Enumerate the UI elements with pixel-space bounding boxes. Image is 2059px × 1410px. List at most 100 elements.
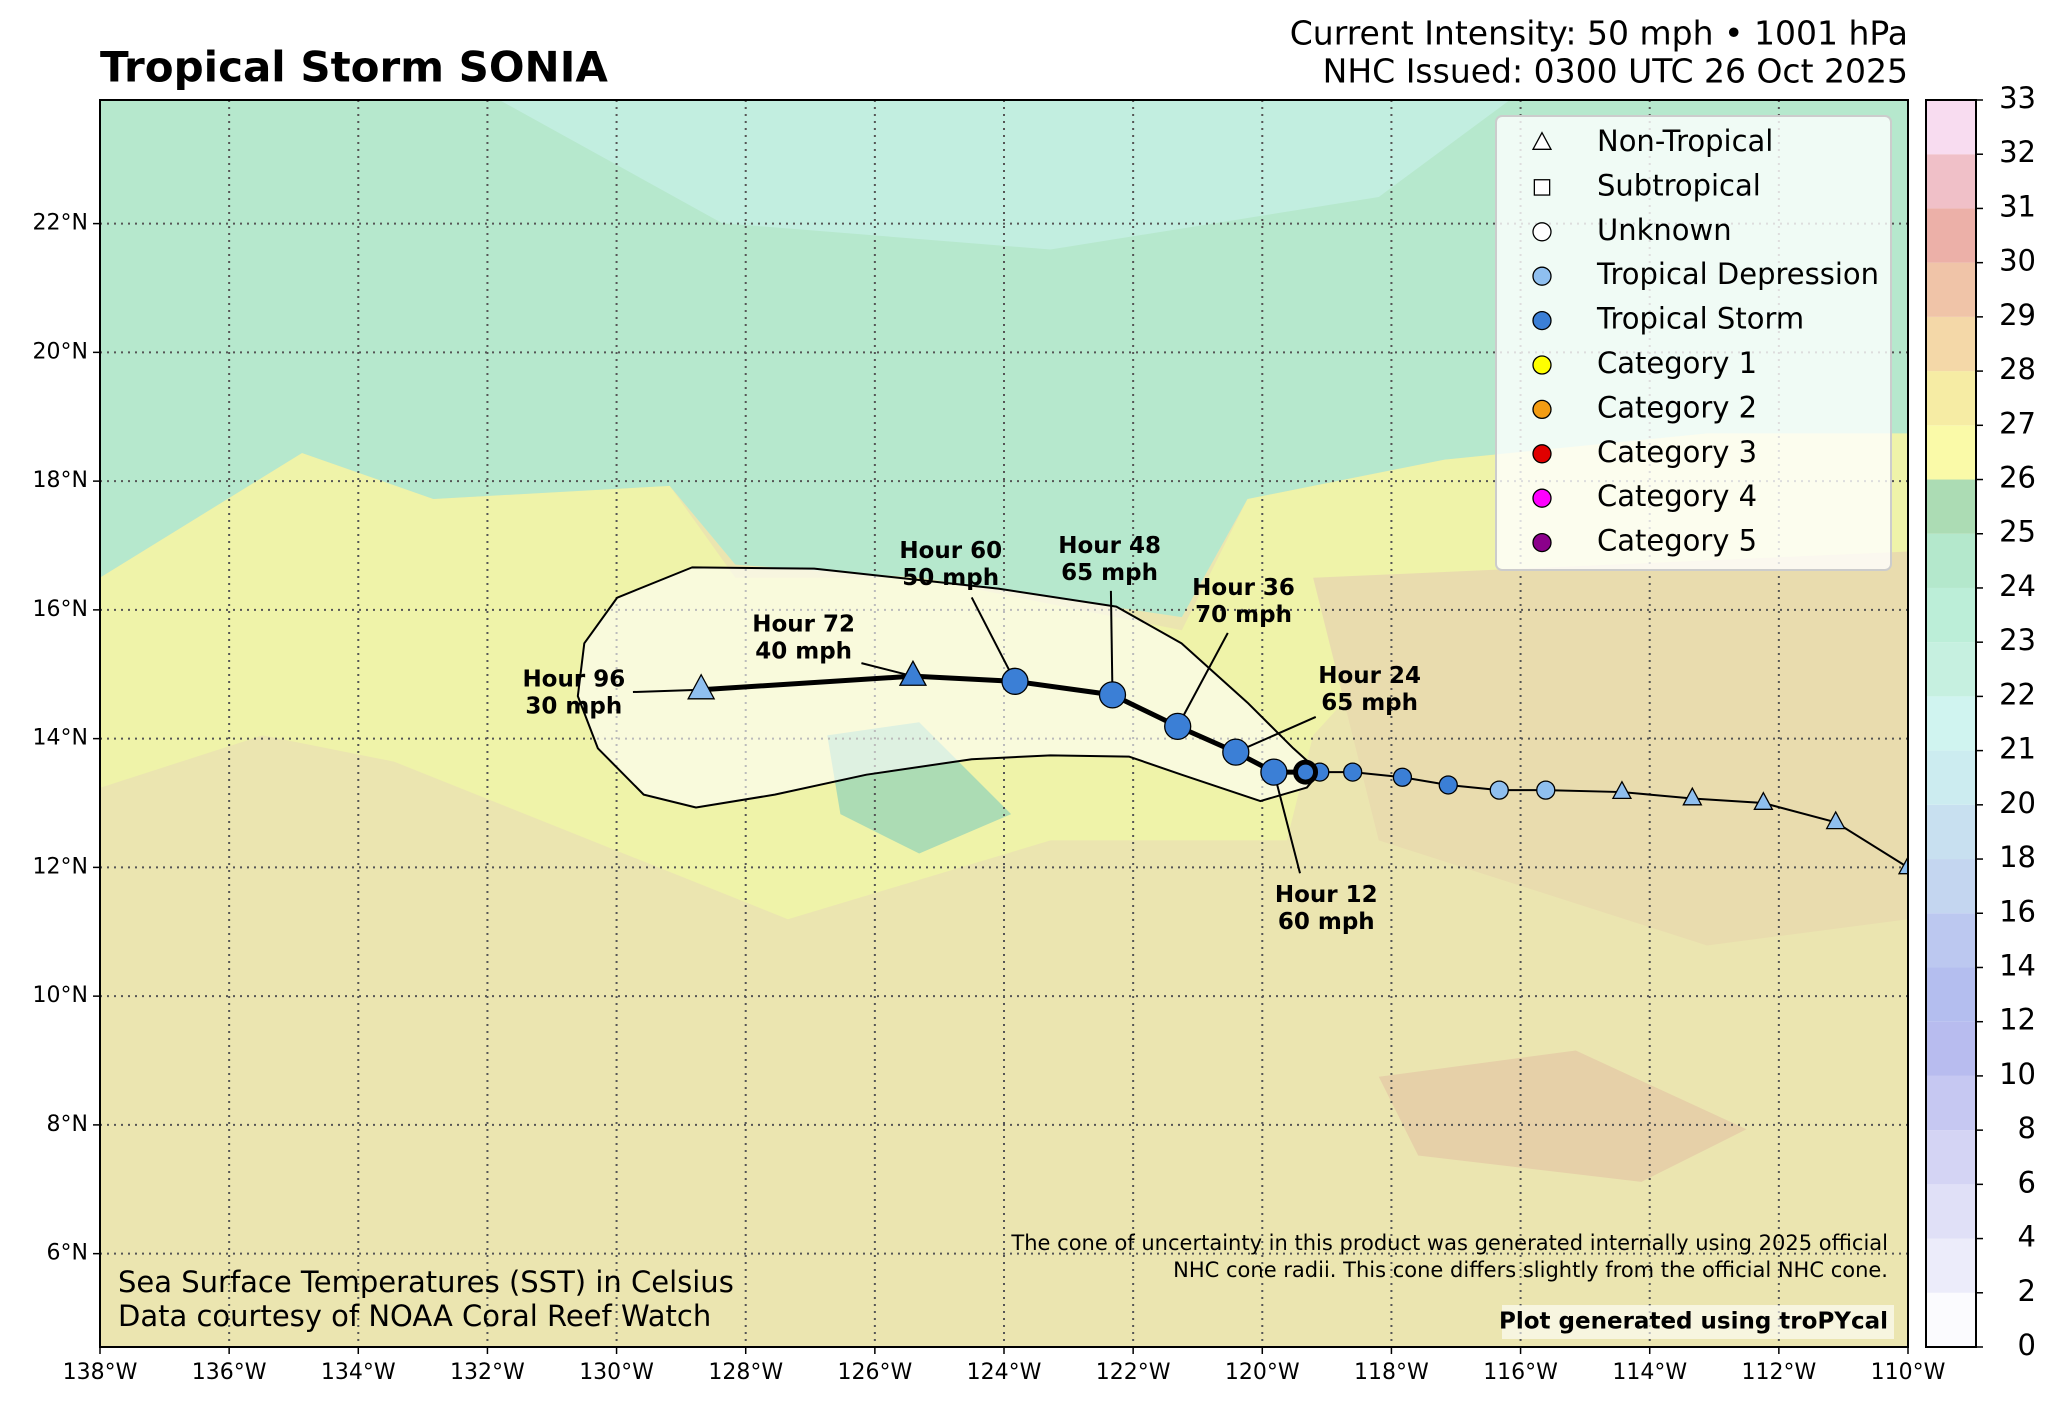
sst-cool	[100, 100, 1908, 618]
legend-marker	[1532, 355, 1552, 375]
colorbar-label: 22	[1999, 677, 2036, 711]
credit-box	[1502, 1305, 1894, 1339]
colorbar-label: 24	[1999, 569, 2036, 603]
track-point	[1897, 855, 1908, 875]
x-tick-label: 124°W	[967, 1360, 1042, 1385]
leader-line	[632, 688, 702, 694]
sst-cooler	[499, 100, 1510, 250]
forecast-intensity: 60 mph	[1278, 909, 1375, 935]
y-tick-label: 10°N	[33, 983, 88, 1008]
leader-line	[970, 597, 1016, 682]
track-point	[1392, 767, 1413, 787]
colorbar-label: 33	[1999, 81, 2036, 115]
forecast-point	[1098, 681, 1127, 709]
colorbar-label: 29	[1999, 298, 2036, 332]
forecast-intensity: 70 mph	[1195, 602, 1292, 628]
track-point	[1611, 780, 1633, 800]
subtitle: Current Intensity: 50 mph • 1001 hPa	[1290, 14, 1908, 53]
current-position	[1293, 759, 1319, 785]
leader-line	[861, 662, 914, 678]
colorbar-cell	[1926, 154, 1976, 209]
credit: Plot generated using troPYcal	[1499, 1309, 1888, 1335]
y-tick-label: 22°N	[33, 211, 88, 236]
x-tick-label: 110°W	[1871, 1360, 1946, 1385]
colorbar-label: 31	[1999, 189, 2036, 223]
cone-note: The cone of uncertainty in this product …	[1010, 1231, 1888, 1255]
colorbar-cell	[1926, 1238, 1976, 1293]
colorbar-cell	[1926, 967, 1976, 1022]
colorbar-label: 23	[1999, 623, 2036, 657]
colorbar-label: 26	[1999, 461, 2036, 495]
colorbar-cell	[1926, 1184, 1976, 1239]
track-point	[1489, 780, 1509, 800]
cone	[576, 566, 1321, 809]
x-tick-label: 130°W	[579, 1360, 654, 1385]
forecast-point	[898, 659, 928, 686]
colorbar-cell	[1926, 316, 1976, 372]
y-tick-label: 14°N	[33, 726, 88, 751]
colorbar-cell	[1926, 913, 1976, 968]
legend-label: Unknown	[1597, 213, 1732, 247]
forecast-hour: Hour 96	[522, 667, 625, 693]
forecast-intensity: 65 mph	[1061, 560, 1158, 586]
colorbar-label: 6	[2018, 1165, 2036, 1199]
y-tick-label: 20°N	[33, 339, 88, 364]
leader-line	[1235, 716, 1317, 754]
legend-label: Category 4	[1597, 479, 1757, 513]
track-point	[1343, 762, 1363, 782]
x-tick-label: 126°W	[837, 1360, 912, 1385]
colorbar-cell	[1926, 1292, 1976, 1347]
forecast-point	[687, 673, 716, 700]
chart-title: Tropical Storm SONIA	[100, 43, 608, 92]
colorbar-cell	[1926, 100, 1976, 155]
legend-label: Category 5	[1597, 524, 1757, 558]
colorbar-label: 10	[1999, 1057, 2036, 1091]
colorbar-label: 20	[1999, 786, 2036, 820]
forecast-intensity: 50 mph	[902, 565, 999, 591]
legend-marker	[1532, 266, 1552, 286]
sst-note: Data courtesy of NOAA Coral Reef Watch	[118, 1299, 711, 1333]
y-tick-label: 8°N	[47, 1112, 88, 1137]
legend-marker	[1532, 222, 1552, 242]
colorbar-label: 0	[2018, 1328, 2036, 1362]
y-tick-label: 18°N	[33, 468, 88, 493]
legend-label: Category 1	[1597, 346, 1757, 380]
overlay: 138°W 136°W 134°W 132°W 130°W 128°W 126°W 124°W…	[33, 81, 2036, 1385]
legend-marker	[1532, 399, 1552, 420]
colorbar-label: 4	[2018, 1220, 2036, 1254]
forecast-point	[1164, 712, 1192, 741]
colorbar-label: 21	[1999, 732, 2036, 766]
forecast-intensity: 30 mph	[525, 694, 622, 720]
x-tick-label: 114°W	[1612, 1360, 1687, 1385]
colorbar-label: 18	[1999, 840, 2036, 874]
forecast-intensity: 40 mph	[755, 639, 852, 665]
colorbar-frame	[1925, 99, 1977, 1348]
legend-label: Subtropical	[1597, 168, 1761, 202]
legend-label: Category 2	[1597, 390, 1757, 424]
x-tick-label: 120°W	[1225, 1360, 1300, 1385]
x-tick-label: 116°W	[1483, 1360, 1558, 1385]
x-tick-label: 122°W	[1096, 1360, 1171, 1385]
x-tick-label: 138°W	[63, 1360, 138, 1385]
x-tick-label: 134°W	[321, 1360, 396, 1385]
y-tick-label: 6°N	[47, 1241, 88, 1266]
legend-marker	[1532, 488, 1552, 508]
x-tick-label: 136°W	[192, 1360, 267, 1385]
colorbar-label: 14	[1999, 948, 2036, 982]
colorbar-cell	[1926, 804, 1976, 860]
leader-line	[1176, 632, 1229, 727]
legend-label: Non-Tropical	[1597, 124, 1773, 158]
legend: Non-Tropical Subtropical Unknown Tropical D…	[1495, 115, 1892, 571]
x-tick-label: 128°W	[708, 1360, 783, 1385]
colorbar-cell	[1926, 1130, 1976, 1185]
forecast-point	[1001, 667, 1029, 695]
forecast-hour: Hour 48	[1058, 533, 1161, 559]
y-tick-label: 16°N	[33, 597, 88, 622]
colorbar-cell	[1926, 1075, 1976, 1131]
colorbar-label: 25	[1999, 515, 2036, 549]
forecast-hour: Hour 36	[1192, 575, 1295, 601]
colorbar-cell	[1926, 750, 1976, 805]
forecast-point	[1222, 738, 1250, 766]
colorbar-label: 27	[1999, 406, 2036, 440]
